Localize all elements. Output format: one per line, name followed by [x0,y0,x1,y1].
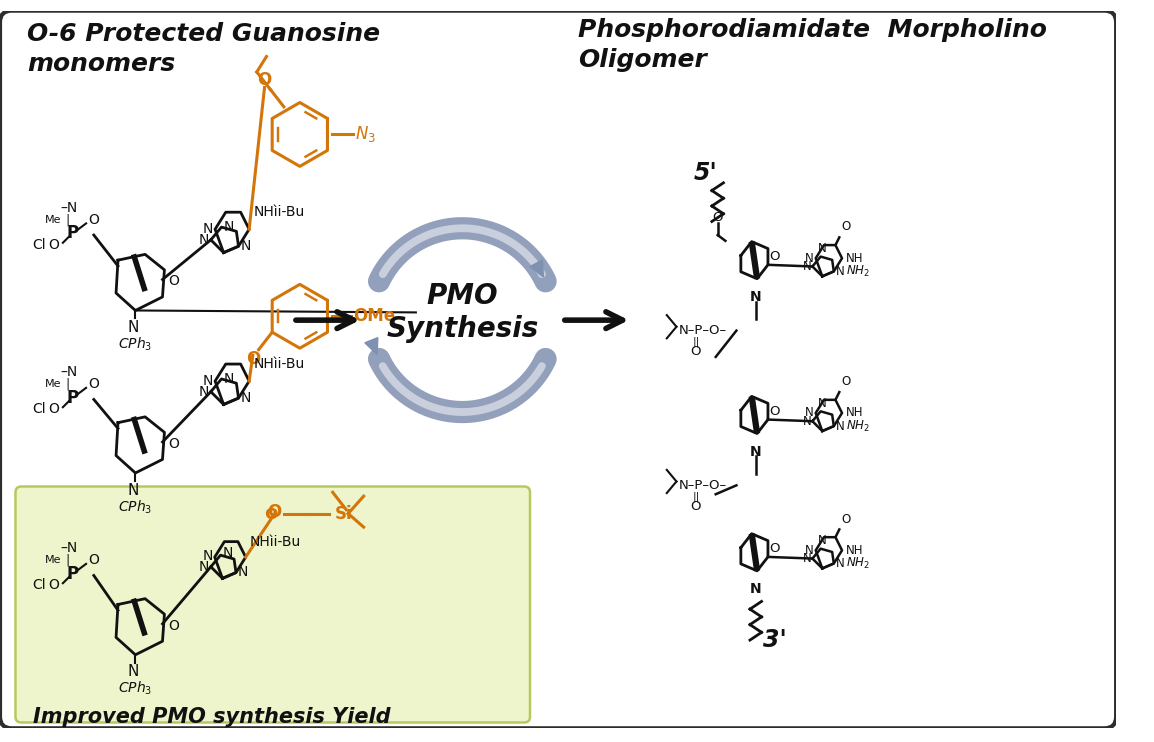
Text: |: | [66,378,70,390]
Text: O: O [690,345,700,358]
Text: N: N [203,374,213,388]
Text: O: O [48,237,59,252]
Text: N: N [805,252,814,265]
Text: O: O [88,553,99,567]
Text: O: O [841,375,850,388]
Text: PMO
Synthesis: PMO Synthesis [387,282,539,343]
Text: N: N [750,444,762,459]
Text: Phosphorodiamidate  Morpholino
Oligomer: Phosphorodiamidate Morpholino Oligomer [578,19,1047,72]
Text: O: O [168,275,179,289]
Text: Improved PMO synthesis Yield: Improved PMO synthesis Yield [32,707,390,727]
Text: NHìi-Bu: NHìi-Bu [254,206,305,219]
Text: $N_3$: $N_3$ [355,125,376,145]
Text: $CPh_3$: $CPh_3$ [119,498,152,516]
Text: N–P–O–: N–P–O– [679,479,727,492]
Text: N: N [224,372,234,386]
Text: Me: Me [45,555,61,565]
Text: P: P [67,224,78,242]
Text: $CPh_3$: $CPh_3$ [119,680,152,697]
Text: –N: –N [60,201,77,215]
Text: OMe: OMe [353,307,395,325]
Text: O: O [48,402,59,416]
Text: N: N [240,391,250,405]
Text: 3': 3' [763,628,787,652]
Text: O: O [88,212,99,226]
Text: N: N [818,397,826,410]
Text: O: O [770,405,780,418]
Text: N: N [803,552,811,565]
Text: N: N [750,290,762,304]
Text: Si: Si [335,505,352,522]
Text: $NH_2$: $NH_2$ [846,264,870,279]
Text: N: N [835,265,845,278]
Text: O: O [246,350,260,368]
Text: O: O [841,220,850,234]
Text: P: P [67,565,78,582]
Text: |: | [66,554,70,566]
Text: Cl: Cl [32,237,45,252]
Text: O: O [88,377,99,391]
Text: N: N [128,665,140,680]
Text: N: N [128,482,140,498]
Text: N: N [238,565,248,579]
Text: N: N [750,582,762,596]
Text: O: O [841,513,850,525]
Text: Cl: Cl [32,402,45,416]
Text: Me: Me [45,379,61,389]
FancyBboxPatch shape [0,10,1116,729]
Text: P: P [67,389,78,407]
Text: N: N [203,222,213,236]
Text: N: N [240,239,250,253]
Text: N: N [198,233,209,247]
Text: O: O [690,500,700,513]
Text: O: O [168,619,179,633]
Text: O: O [48,578,59,592]
Text: |: | [66,213,70,226]
Text: N: N [835,420,845,433]
Text: N: N [805,544,814,556]
Text: N: N [805,407,814,419]
Text: O-6 Protected Guanosine
monomers: O-6 Protected Guanosine monomers [27,22,380,76]
Text: N: N [803,260,811,273]
Text: O: O [168,437,179,451]
Text: N: N [198,559,209,574]
Text: o: o [264,504,278,523]
Text: N: N [835,557,845,570]
Polygon shape [530,260,544,277]
Text: ||: || [692,492,699,502]
Text: O: O [712,211,722,224]
Text: ||: || [692,337,699,347]
FancyBboxPatch shape [15,487,530,723]
Text: NH: NH [846,407,863,419]
Text: N: N [128,320,140,335]
Text: $NH_2$: $NH_2$ [846,556,870,571]
Text: N: N [202,549,212,563]
Text: N: N [224,220,234,234]
Text: N: N [818,242,826,255]
Text: N: N [223,546,233,560]
Text: 5': 5' [695,161,718,186]
Text: –N: –N [60,365,77,379]
Text: Me: Me [45,214,61,225]
Text: $CPh_3$: $CPh_3$ [119,335,152,353]
Text: O: O [770,542,780,555]
Text: N: N [198,384,209,398]
Text: NHìi-Bu: NHìi-Bu [249,535,301,548]
Text: Cl: Cl [32,578,45,592]
Text: O: O [268,502,282,521]
Text: N: N [803,415,811,427]
Text: N–P–O–: N–P–O– [679,324,727,337]
Polygon shape [365,338,377,355]
Text: NH: NH [846,252,863,265]
Text: O: O [770,250,780,263]
Text: NHìi-Bu: NHìi-Bu [254,357,305,371]
Text: NH: NH [846,544,863,556]
Text: $NH_2$: $NH_2$ [846,418,870,433]
Text: N: N [818,534,826,547]
Text: O: O [257,70,271,89]
Text: –N: –N [60,542,77,556]
